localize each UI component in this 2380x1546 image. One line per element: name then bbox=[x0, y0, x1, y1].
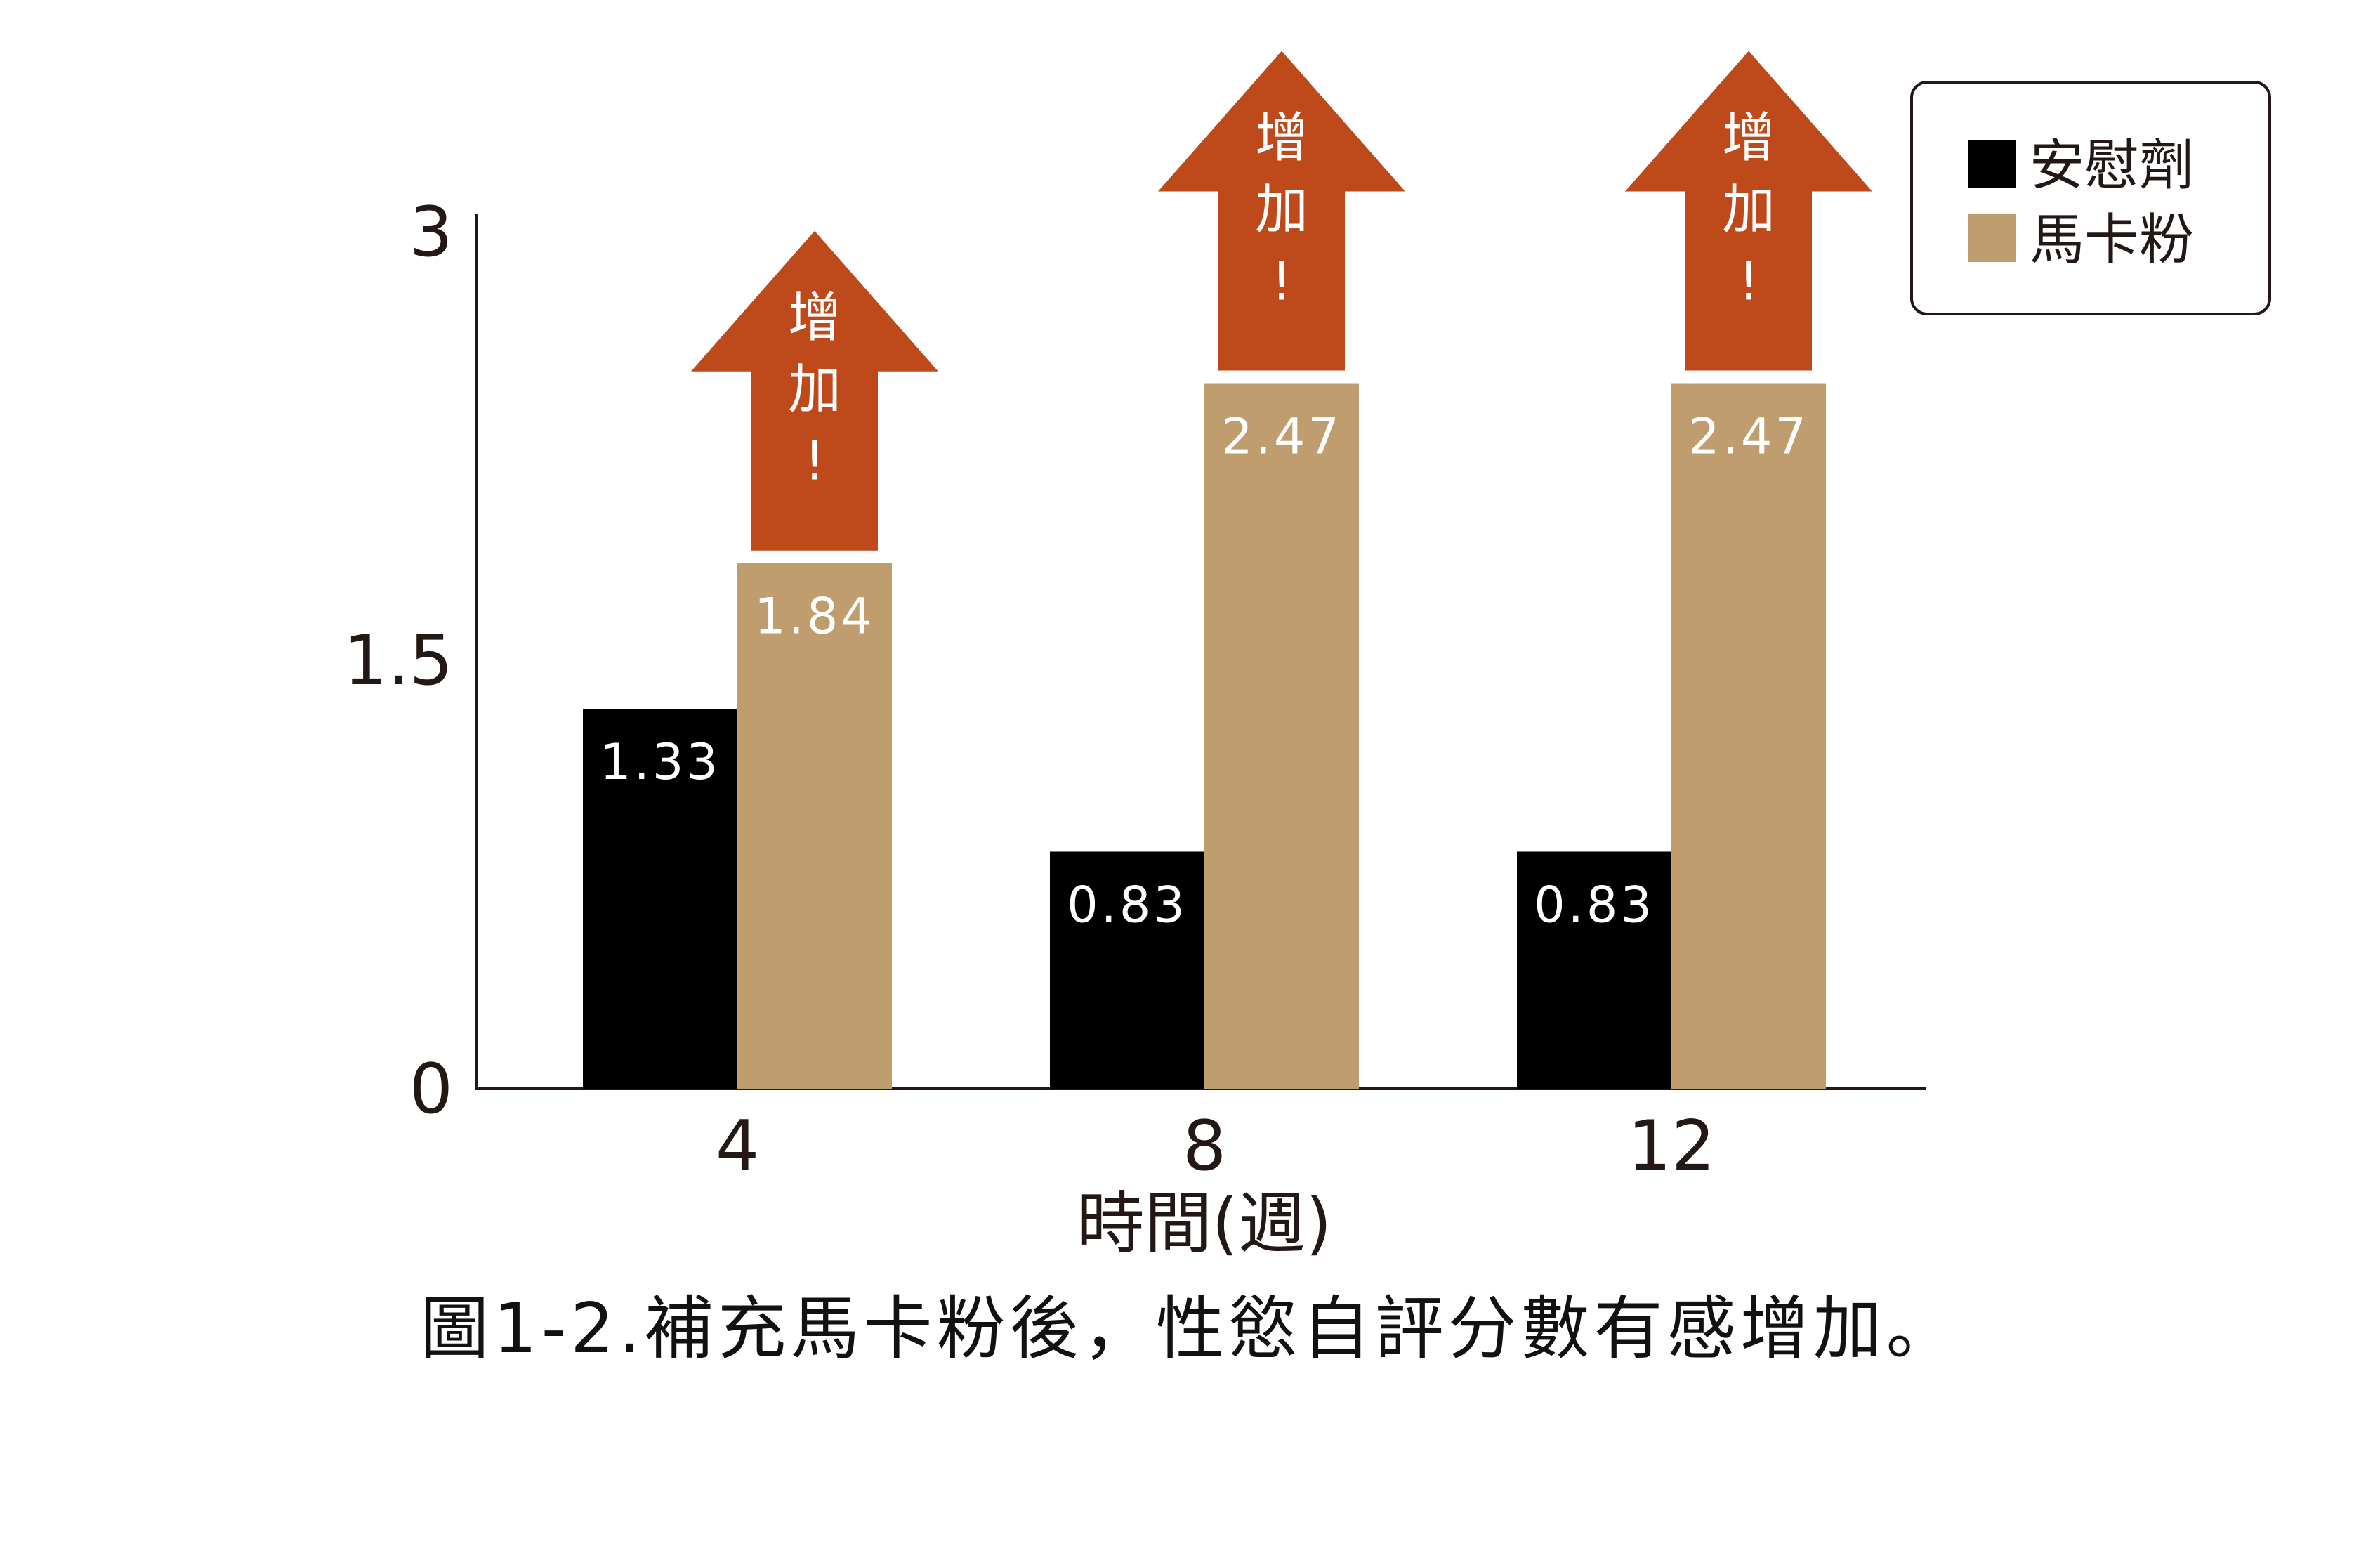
arrow-text-char: 加 bbox=[788, 358, 841, 421]
figure-caption: 圖1-2.補充馬卡粉後，性慾自評分數有感增加。 bbox=[420, 1289, 1959, 1369]
bar-maca-12 bbox=[1671, 383, 1826, 1089]
bar-value-label-placebo-4: 1.33 bbox=[600, 733, 721, 791]
y-tick-labels: 01.53 bbox=[343, 192, 453, 1129]
x-axis-title: 時間(週) bbox=[1077, 1184, 1332, 1263]
y-tick-label-2: 3 bbox=[409, 192, 453, 273]
increase-arrow-12: 增加! bbox=[1625, 51, 1872, 371]
arrow-text-char: 增 bbox=[1255, 107, 1308, 169]
bar-placebo-8 bbox=[1050, 851, 1204, 1089]
bar-maca-4 bbox=[737, 563, 892, 1089]
bar-value-label-placebo-8: 0.83 bbox=[1067, 876, 1188, 934]
x-tick-label-0: 4 bbox=[716, 1106, 759, 1186]
arrow-text-char: 增 bbox=[788, 287, 841, 349]
arrow-text-char: 增 bbox=[1722, 107, 1775, 169]
legend-swatch-maca bbox=[1968, 214, 2016, 262]
y-tick-label-1: 1.5 bbox=[343, 621, 453, 701]
increase-arrows: 增加!增加!增加! bbox=[691, 51, 1872, 551]
bar-value-label-placebo-12: 0.83 bbox=[1534, 876, 1655, 934]
arrow-text-char: 加 bbox=[1255, 178, 1308, 241]
bar-value-label-maca-12: 2.47 bbox=[1688, 408, 1809, 466]
increase-arrow-8: 增加! bbox=[1158, 51, 1405, 371]
x-tick-labels: 4 8 12 bbox=[716, 1106, 1716, 1186]
bar-value-label-maca-4: 1.84 bbox=[754, 588, 875, 646]
bar-placebo-4 bbox=[583, 709, 737, 1089]
y-tick-label-0: 0 bbox=[409, 1049, 453, 1129]
increase-arrow-4: 增加! bbox=[691, 230, 938, 551]
bar-maca-8 bbox=[1204, 383, 1359, 1089]
legend-label-placebo: 安慰劑 bbox=[2030, 134, 2194, 197]
arrow-up-shape bbox=[691, 230, 938, 551]
legend: 安慰劑 馬卡粉 bbox=[1910, 81, 2271, 315]
legend-label-maca: 馬卡粉 bbox=[2030, 209, 2194, 272]
arrow-up-shape bbox=[1158, 51, 1405, 371]
bar-value-label-maca-8: 2.47 bbox=[1221, 408, 1342, 466]
arrow-text-char: ! bbox=[1271, 250, 1292, 313]
x-tick-label-1: 8 bbox=[1183, 1106, 1226, 1186]
x-tick-label-2: 12 bbox=[1628, 1106, 1716, 1186]
legend-box bbox=[1910, 81, 2271, 315]
bars: 1.33 0.83 0.83 1.84 2.47 2.47 bbox=[583, 383, 1826, 1089]
bar-placebo-12 bbox=[1517, 851, 1671, 1089]
arrow-up-shape bbox=[1625, 51, 1872, 371]
arrow-text-char: ! bbox=[804, 430, 825, 492]
arrow-text-char: ! bbox=[1738, 250, 1759, 313]
arrow-text-char: 加 bbox=[1722, 178, 1775, 241]
legend-swatch-placebo bbox=[1968, 140, 2016, 188]
